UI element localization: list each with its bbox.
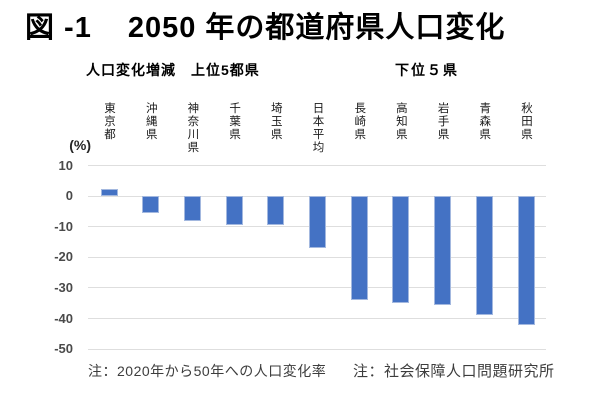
category-label-kanagawa: 神奈川県 [186,102,199,154]
bar-iwate [434,196,452,305]
bar-okinawa [142,196,160,213]
y-axis-tick--30: -30 [54,279,73,295]
figure-title: 図 -1 2050 年の都道府県人口変化 [25,4,505,46]
bar-tokyo [100,188,118,197]
bar-akita [517,196,535,325]
bar-nagasaki [350,196,368,301]
category-label-saitama: 埼玉県 [269,102,282,141]
category-label-iwate: 岩手県 [436,102,449,141]
gridline-y--50 [88,348,546,350]
y-axis-tick--10: -10 [54,218,73,234]
note-source: 注：社会保障人口問題研究所 [353,363,555,380]
y-axis-unit-label: (%) [69,137,91,153]
bar-kanagawa [183,196,201,221]
figure-number-label: 図 -1 [25,12,92,44]
category-label-tokyo: 東京都 [103,102,115,141]
category-label-nagasaki: 長崎県 [353,102,366,141]
y-axis-tick--50: -50 [54,341,73,357]
category-label-japan-average: 日本平均 [311,102,324,154]
category-label-kochi: 高知県 [394,102,407,141]
group-label-bottom5: 下位５県 [395,62,459,78]
category-label-aomori: 青森県 [478,102,491,141]
category-label-akita: 秋田県 [520,102,532,141]
group-label-top5: 人口変化増減 上位5都県 [86,62,260,78]
bar-kochi [392,196,410,304]
bar-japan-average [309,196,326,249]
bar-aomori [475,196,493,316]
y-axis-tick--20: -20 [54,249,73,265]
y-axis-tick-10: 10 [58,157,73,173]
y-axis-tick-0: 0 [65,188,73,204]
gridline-y--40 [88,318,546,319]
gridline-y-10 [88,165,546,167]
gridline-y--30 [88,287,546,289]
category-label-chiba: 千葉県 [228,102,241,141]
category-label-okinawa: 沖縄県 [144,102,157,141]
note-definition: 注：2020年から50年への人口変化率 [88,363,327,379]
y-axis-tick--40: -40 [54,310,73,326]
bar-saitama [267,196,285,226]
gridline-y--20 [88,256,546,258]
bar-chiba [225,196,243,225]
figure-title-text: 2050 年の都道府県人口変化 [127,12,506,44]
